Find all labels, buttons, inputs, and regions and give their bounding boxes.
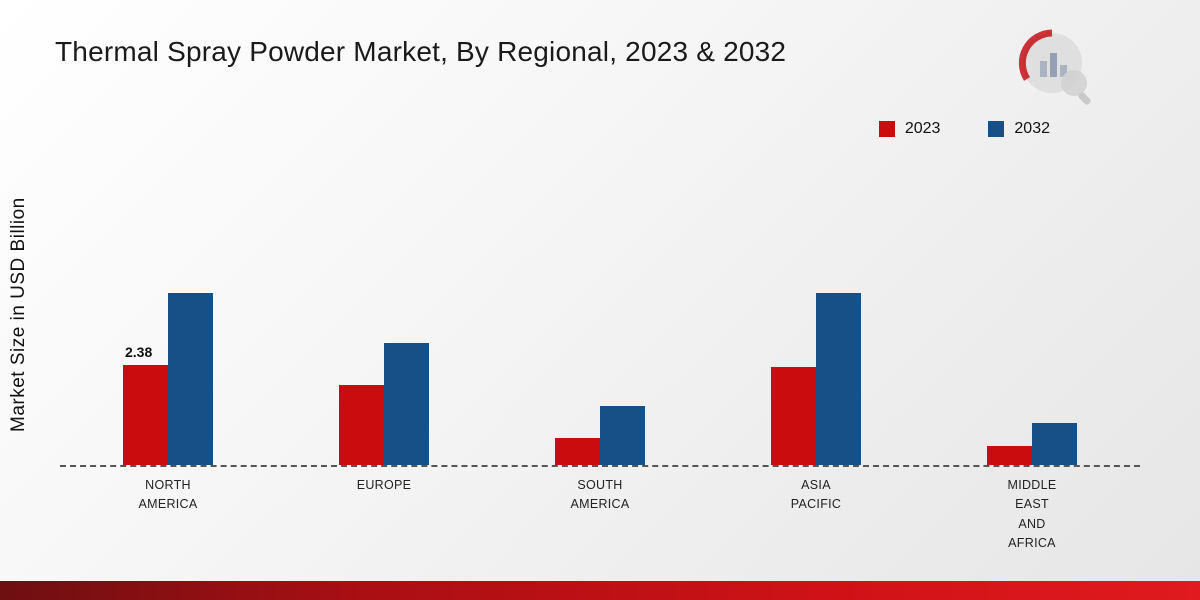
legend-label: 2023 (904, 120, 941, 137)
bar-2032-north-america (168, 293, 213, 465)
bar-2023-europe (339, 385, 384, 465)
legend-swatch-icon (988, 121, 1005, 137)
bar-groups: 2.38 (60, 120, 1140, 467)
brand-logo-icon (1008, 25, 1100, 114)
footer-accent-band (0, 581, 1200, 600)
bar-group-europe (338, 343, 430, 465)
x-axis-label-north-america: NORTH AMERICA (138, 478, 198, 512)
legend-item-2023: 2023 (878, 120, 941, 138)
legend-swatch-icon (878, 121, 895, 137)
bar-group-north-america: 2.38 (122, 293, 214, 465)
bar-2032-asia-pacific (816, 293, 861, 465)
y-axis-label: Market Size in USD Billion (8, 197, 29, 433)
bar-2023-south-america (555, 438, 600, 465)
page-title: Thermal Spray Powder Market, By Regional… (55, 36, 787, 67)
x-axis-label-middle-east-and-africa: MIDDLE EAST AND AFRICA (1007, 478, 1057, 551)
bar-2023-asia-pacific (771, 367, 816, 465)
chart-legend: 2023 2032 (878, 120, 1050, 138)
bar-group-middle-east-and-africa (986, 423, 1078, 465)
x-axis-label-asia-pacific: ASIA PACIFIC (790, 478, 842, 512)
legend-item-2032: 2032 (988, 120, 1050, 138)
bar-2032-middle-east-and-africa (1032, 423, 1077, 465)
bar-2023-middle-east-and-africa (987, 446, 1032, 465)
bar-2032-south-america (600, 406, 645, 465)
bar-2032-europe (384, 343, 429, 465)
bar-2023-north-america: 2.38 (123, 344, 168, 465)
bar-group-south-america (554, 406, 646, 465)
legend-label: 2032 (1014, 120, 1050, 137)
bar-group-asia-pacific (770, 293, 862, 465)
chart-plot-area: 2.38 NORTH AMERICA EUROPE SOUTH AMERICA ASI… (60, 120, 1140, 554)
x-axis-labels: NORTH AMERICA EUROPE SOUTH AMERICA ASIA PAC… (60, 476, 1140, 554)
x-axis-label-south-america: SOUTH AMERICA (570, 478, 630, 512)
x-axis-label-europe: EUROPE (356, 478, 412, 492)
bar-value-label: 2.38 (125, 344, 153, 360)
